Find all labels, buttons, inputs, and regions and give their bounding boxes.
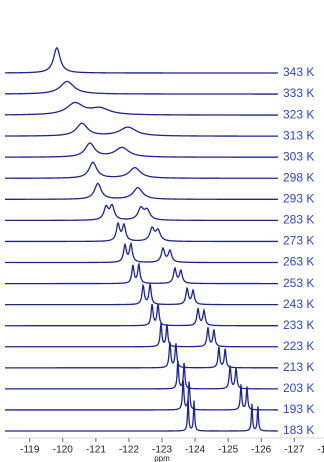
x-tick-label: -122 xyxy=(119,445,139,456)
spectrum xyxy=(5,142,278,158)
spectrum xyxy=(5,262,278,285)
series-label: 273 K xyxy=(283,234,314,248)
series-label: 213 K xyxy=(283,360,314,374)
x-tick-label: -123 xyxy=(152,445,172,456)
series-label: 323 K xyxy=(283,107,314,121)
spectrum xyxy=(5,122,278,137)
x-tick-label: -124 xyxy=(185,445,205,456)
series-label: 243 K xyxy=(283,297,314,311)
series-label: 253 K xyxy=(283,276,314,290)
spectrum xyxy=(5,203,278,222)
spectrum xyxy=(5,80,278,95)
series-label: 283 K xyxy=(283,213,314,227)
series-label: 303 K xyxy=(283,149,314,163)
series-label: 298 K xyxy=(283,170,314,184)
spectrum xyxy=(5,241,278,264)
series-label: 193 K xyxy=(283,402,314,416)
spectrum xyxy=(5,47,278,74)
x-tick-label: -128 xyxy=(317,445,324,456)
x-axis-label: ppm xyxy=(154,454,170,462)
series-label: 223 K xyxy=(283,339,314,353)
spectrum xyxy=(5,101,278,116)
series-label: 343 K xyxy=(283,65,314,79)
series-label: 313 K xyxy=(283,128,314,142)
spectrum xyxy=(5,360,278,390)
spectrum xyxy=(5,322,278,348)
spectrum xyxy=(5,161,278,179)
series-label: 183 K xyxy=(283,423,314,437)
spectrum xyxy=(5,341,278,369)
x-tick-label: -120 xyxy=(53,445,73,456)
spectrum xyxy=(5,303,278,327)
x-tick-label: -121 xyxy=(86,445,106,456)
series-label: 263 K xyxy=(283,255,314,269)
series-label: 293 K xyxy=(283,192,314,206)
x-tick-label: -127 xyxy=(284,445,304,456)
spectrum xyxy=(5,283,278,306)
spectrum xyxy=(5,399,278,432)
spectrum xyxy=(5,182,278,200)
spectrum xyxy=(5,221,278,243)
series-label: 203 K xyxy=(283,381,314,395)
series-label: 233 K xyxy=(283,318,314,332)
x-tick-label: -125 xyxy=(218,445,238,456)
x-tick-label: -119 xyxy=(20,445,40,456)
x-tick-label: -126 xyxy=(251,445,271,456)
series-label: 333 K xyxy=(283,86,314,100)
spectrum xyxy=(5,379,278,411)
